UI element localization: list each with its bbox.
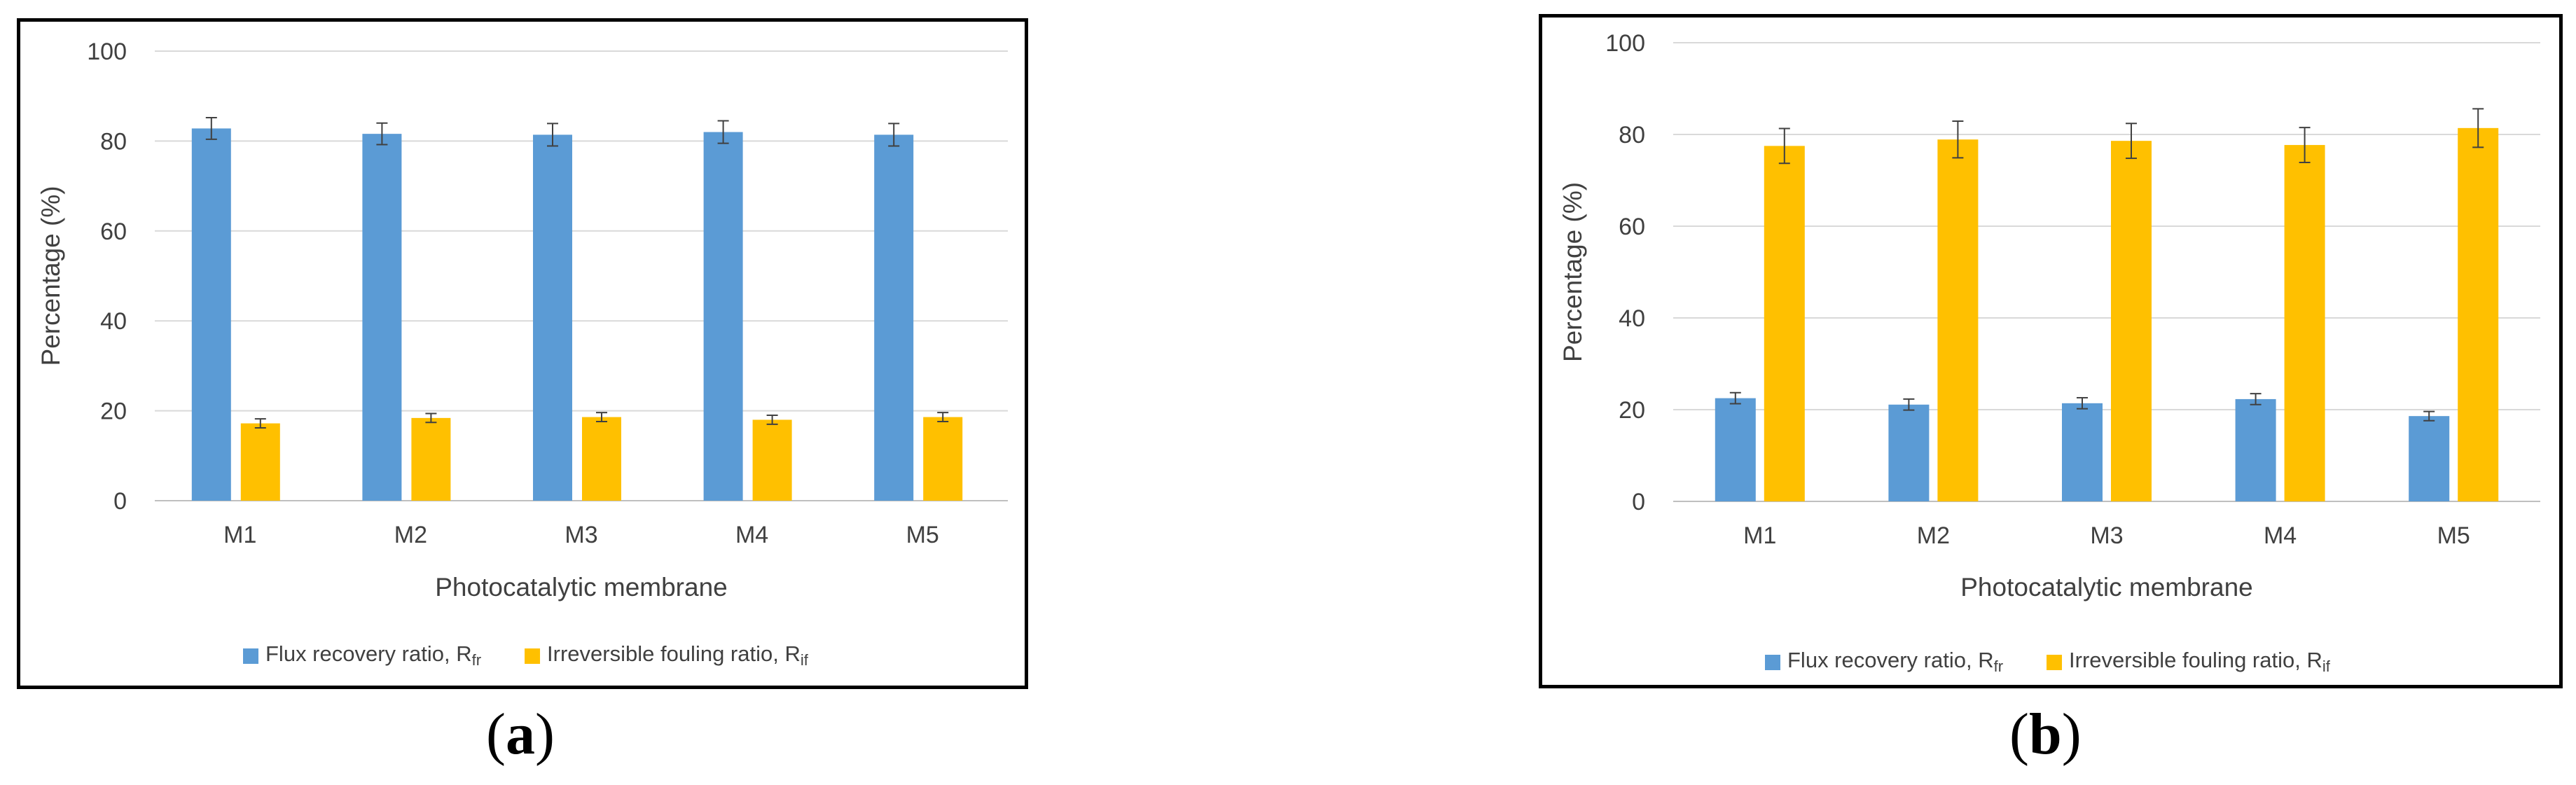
bar [923, 417, 963, 501]
error-bars [205, 117, 949, 429]
y-tick-label: 20 [100, 398, 127, 425]
bar [1937, 139, 1979, 501]
labels: 0 20 40 60 80 100 M1 M2 M3 M4 M5 Photocatalytic mem… [1558, 30, 2470, 602]
bar [2235, 398, 2276, 501]
bar [2062, 403, 2103, 501]
bars [1715, 127, 2499, 502]
y-tick-label: 40 [1619, 305, 1645, 332]
y-tick-label: 60 [100, 218, 127, 245]
y-tick-label: 100 [87, 39, 127, 65]
y-tick-label: 80 [100, 128, 127, 155]
chart-panel-a: 0 20 40 60 80 100 M1 M2 M3 M4 M5 Photocatalytic mem… [17, 18, 1028, 689]
x-tick-label: M1 [1743, 522, 1776, 549]
x-axis-title: Photocatalytic membrane [435, 573, 727, 602]
bar [1715, 398, 1756, 501]
legend-subscript: if [2322, 658, 2331, 675]
caption-label: a [505, 702, 535, 767]
legend: Flux recovery ratio, Rfr Irreversible fou… [243, 641, 809, 669]
x-tick-label: M3 [565, 522, 597, 548]
caption-open-paren: ( [486, 702, 506, 767]
legend-subscript: if [801, 651, 809, 669]
x-tick-label: M1 [223, 522, 256, 548]
legend-subscript: fr [1994, 658, 2003, 675]
legend: Flux recovery ratio, Rfr Irreversible fou… [1765, 648, 2331, 675]
y-tick-label: 80 [1619, 122, 1645, 148]
bar [240, 423, 280, 501]
bar [2111, 141, 2152, 502]
y-axis-title: Percentage (%) [1558, 182, 1587, 362]
x-tick-label: M2 [394, 522, 427, 548]
legend-swatch [525, 648, 541, 664]
error-bars [1729, 108, 2484, 422]
bar [874, 134, 914, 501]
x-tick-label: M4 [735, 522, 768, 548]
x-tick-label: M5 [906, 522, 939, 548]
y-tick-label: 60 [1619, 214, 1645, 240]
bar [362, 134, 402, 501]
y-axis-title: Percentage (%) [36, 186, 65, 366]
x-tick-label: M5 [2437, 522, 2470, 549]
legend-swatch [243, 648, 258, 664]
bar [752, 419, 792, 501]
bar [411, 417, 451, 501]
chart-panel-b: 0 20 40 60 80 100 M1 M2 M3 M4 M5 Photocatalytic mem… [1539, 14, 2563, 688]
bar-chart-a: 0 20 40 60 80 100 M1 M2 M3 M4 M5 Photocatalytic mem… [36, 39, 1008, 669]
y-tick-label: 20 [1619, 397, 1645, 424]
legend-subscript: fr [472, 651, 481, 669]
x-axis-title: Photocatalytic membrane [1960, 573, 2252, 602]
caption-close-paren: ) [534, 702, 555, 767]
bar-chart-b: 0 20 40 60 80 100 M1 M2 M3 M4 M5 Photocatalytic mem… [1558, 30, 2540, 675]
legend-label: Flux recovery ratio, Rfr [1787, 648, 2003, 675]
bar [1888, 404, 1930, 501]
labels: 0 20 40 60 80 100 M1 M2 M3 M4 M5 Photocatalytic mem… [36, 39, 939, 602]
panel-caption-a: (a) [486, 700, 555, 768]
legend-label: Flux recovery ratio, Rfr [265, 641, 481, 669]
bar [533, 134, 572, 501]
caption-close-paren: ) [2061, 702, 2082, 767]
legend-label: Irreversible fouling ratio, Rif [2069, 648, 2331, 675]
y-tick-label: 0 [1632, 489, 1645, 515]
gridlines [1673, 42, 2540, 410]
legend-label: Irreversible fouling ratio, Rif [547, 641, 809, 669]
y-tick-label: 0 [113, 488, 127, 515]
x-tick-label: M4 [2264, 522, 2297, 549]
panel-caption-b: (b) [2009, 700, 2082, 768]
x-tick-label: M3 [2090, 522, 2123, 549]
x-tick-label: M2 [1917, 522, 1950, 549]
caption-open-paren: ( [2009, 702, 2029, 767]
legend-swatch [2047, 655, 2063, 670]
y-tick-label: 40 [100, 308, 127, 335]
bar [703, 132, 743, 501]
bar [1764, 146, 1805, 501]
y-tick-label: 100 [1605, 30, 1645, 57]
caption-label: b [2028, 702, 2062, 767]
bar [2284, 145, 2325, 501]
legend-swatch [1765, 655, 1780, 670]
bar [2458, 127, 2499, 501]
bar [191, 128, 231, 501]
bar [2409, 416, 2450, 501]
bar [582, 417, 621, 501]
bars [191, 128, 963, 501]
gridlines [155, 50, 1008, 412]
